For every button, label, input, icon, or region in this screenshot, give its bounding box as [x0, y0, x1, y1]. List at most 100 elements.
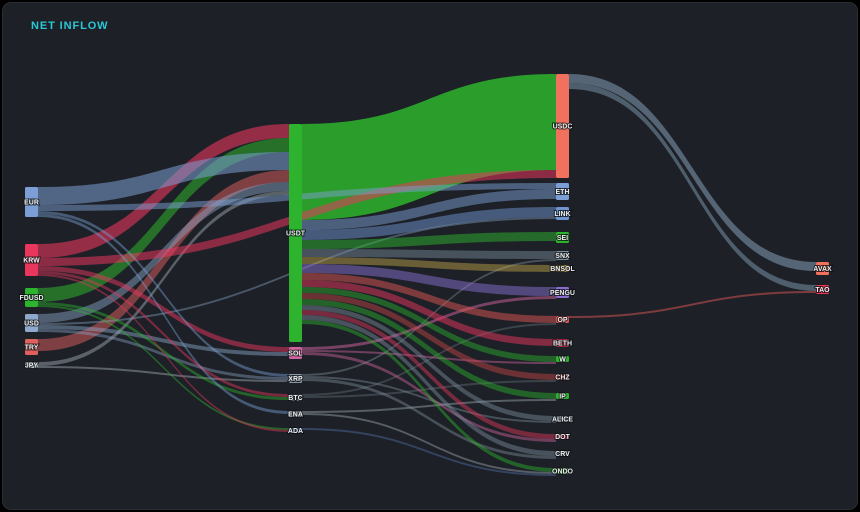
- sankey-link-USDT-PENGU: [302, 264, 556, 296]
- sankey-node-CRV[interactable]: [556, 451, 569, 456]
- sankey-node-JPY[interactable]: [25, 362, 38, 368]
- sankey-node-W[interactable]: [556, 356, 569, 362]
- sankey-node-label-BTC: BTC: [288, 395, 302, 402]
- sankey-link-USDT-IP: [302, 299, 556, 399]
- sankey-node-label-USD: USD: [24, 321, 39, 328]
- sankey-link-EUR-ENA: [38, 214, 289, 414]
- sankey-link-USDT-SEI: [302, 232, 556, 249]
- sankey-node-BTC[interactable]: [289, 394, 302, 401]
- sankey-link-XRP-CRV: [302, 378, 556, 459]
- sankey-link-ADA-ONDO: [302, 428, 556, 476]
- sankey-node-DOT[interactable]: [556, 434, 569, 439]
- sankey-link-USDT-OP: [302, 273, 556, 323]
- sankey-node-XRP[interactable]: [289, 374, 302, 383]
- sankey-link-USDT-BNSOL: [302, 257, 556, 272]
- sankey-node-SOL[interactable]: [289, 347, 302, 359]
- sankey-node-LINK[interactable]: [556, 207, 569, 220]
- sankey-node-label-CHZ: CHZ: [555, 375, 570, 382]
- sankey-node-SNX[interactable]: [556, 251, 569, 260]
- sankey-link-FDUSD-USDT: [38, 138, 289, 302]
- sankey-link-KRW-SOL: [38, 266, 289, 352]
- sankey-link-EUR-USDT: [38, 152, 289, 205]
- sankey-link-USDT-W: [302, 287, 556, 362]
- sankey-link-JPY-XRP: [38, 366, 289, 382]
- sankey-link-ENA-IP: [302, 399, 556, 413]
- sankey-node-label-W: W: [559, 357, 566, 364]
- sankey-link-KRW-BTC: [38, 271, 289, 397]
- sankey-node-IP[interactable]: [556, 393, 569, 399]
- sankey-link-TRY-USDT: [38, 170, 289, 351]
- sankey-node-ALICE[interactable]: [556, 416, 569, 422]
- sankey-node-TRY[interactable]: [25, 339, 38, 355]
- sankey-link-SOL-PENGU: [302, 296, 556, 350]
- sankey-node-label-SNX: SNX: [555, 253, 570, 260]
- sankey-link-OP-TAO: [569, 291, 816, 318]
- sankey-link-USDT-LINK: [302, 207, 556, 240]
- sankey-node-label-USDC: USDC: [553, 124, 573, 131]
- sankey-link-USDT-USDC: [302, 74, 556, 220]
- sankey-node-USDC[interactable]: [556, 74, 569, 178]
- sankey-link-EUR-XRP: [38, 211, 289, 377]
- sankey-node-label-TRY: TRY: [25, 345, 39, 352]
- sankey-node-label-JPY: JPY: [25, 363, 39, 370]
- sankey-node-EUR[interactable]: [25, 187, 38, 217]
- sankey-node-ENA[interactable]: [289, 411, 302, 417]
- sankey-link-USDC-TAO: [569, 83, 816, 291]
- sankey-node-OP[interactable]: [556, 316, 569, 323]
- sankey-node-SEI[interactable]: [556, 232, 569, 243]
- sankey-link-SOL-DOT: [302, 352, 556, 442]
- sankey-node-label-PENGU: PENGU: [550, 290, 575, 297]
- sankey-node-label-AVAX: AVAX: [813, 266, 832, 273]
- sankey-link-KRW-ADA: [38, 274, 289, 432]
- sankey-node-label-SOL: SOL: [288, 351, 303, 358]
- sankey-node-label-KRW: KRW: [23, 258, 40, 265]
- sankey-node-label-USDT: USDT: [286, 231, 306, 238]
- sankey-node-label-ONDO: ONDO: [552, 469, 574, 476]
- sankey-link-SOL-W: [302, 350, 556, 364]
- sankey-link-ENA-ONDO: [302, 413, 556, 474]
- sankey-link-USDT-BETH: [302, 280, 556, 346]
- sankey-link-USDT-DOT: [302, 310, 556, 439]
- sankey-node-PENGU[interactable]: [556, 287, 569, 298]
- sankey-link-JPY-USDT: [38, 191, 289, 366]
- sankey-node-label-LINK: LINK: [554, 211, 570, 218]
- sankey-node-label-ADA: ADA: [288, 428, 303, 435]
- sankey-link-USDT-CRV: [302, 315, 556, 456]
- sankey-node-ADA[interactable]: [289, 428, 302, 433]
- sankey-node-label-ALICE: ALICE: [552, 417, 573, 424]
- sankey-link-USD-XRP: [38, 329, 289, 380]
- sankey-link-USD-SOL: [38, 325, 289, 356]
- sankey-node-label-BETH: BETH: [553, 341, 572, 348]
- sankey-node-FDUSD[interactable]: [25, 288, 38, 307]
- sankey-node-label-EUR: EUR: [24, 200, 39, 207]
- sankey-link-USDT-ALICE: [302, 305, 556, 421]
- sankey-node-ONDO[interactable]: [556, 468, 569, 474]
- sankey-node-BNSOL[interactable]: [556, 265, 569, 272]
- sankey-node-KRW[interactable]: [25, 244, 38, 276]
- sankey-node-label-OP: OP: [557, 317, 567, 324]
- sankey-node-ETH[interactable]: [556, 183, 569, 200]
- sankey-node-label-SEI: SEI: [557, 235, 568, 242]
- sankey-node-CHZ[interactable]: [556, 374, 569, 380]
- sankey-node-label-FDUSD: FDUSD: [19, 295, 43, 302]
- sankey-link-USDT-CHZ: [302, 293, 556, 380]
- sankey-node-AVAX[interactable]: [816, 262, 829, 275]
- sankey-link-XRP-SNX: [302, 259, 556, 376]
- sankey-node-USD[interactable]: [25, 314, 38, 332]
- chart-title: NET INFLOW: [31, 20, 109, 32]
- sankey-node-label-CRV: CRV: [555, 451, 570, 458]
- sankey-node-BETH[interactable]: [556, 339, 569, 347]
- sankey-link-USDT-ETH: [302, 189, 556, 230]
- sankey-node-label-ENA: ENA: [288, 412, 303, 419]
- sankey-node-label-BNSOL: BNSOL: [550, 266, 575, 273]
- sankey-link-XRP-ALICE: [302, 376, 556, 423]
- sankey-link-USDT-ONDO: [302, 320, 556, 472]
- sankey-link-FDUSD-BTC: [38, 302, 289, 400]
- sankey-node-label-XRP: XRP: [288, 376, 303, 383]
- sankey-link-KRW-USDT: [38, 124, 289, 258]
- sankey-node-label-ETH: ETH: [556, 189, 570, 196]
- sankey-node-USDT[interactable]: [289, 124, 302, 342]
- sankey-node-TAO[interactable]: [816, 285, 829, 294]
- sankey-link-USDC-AVAX: [569, 74, 816, 271]
